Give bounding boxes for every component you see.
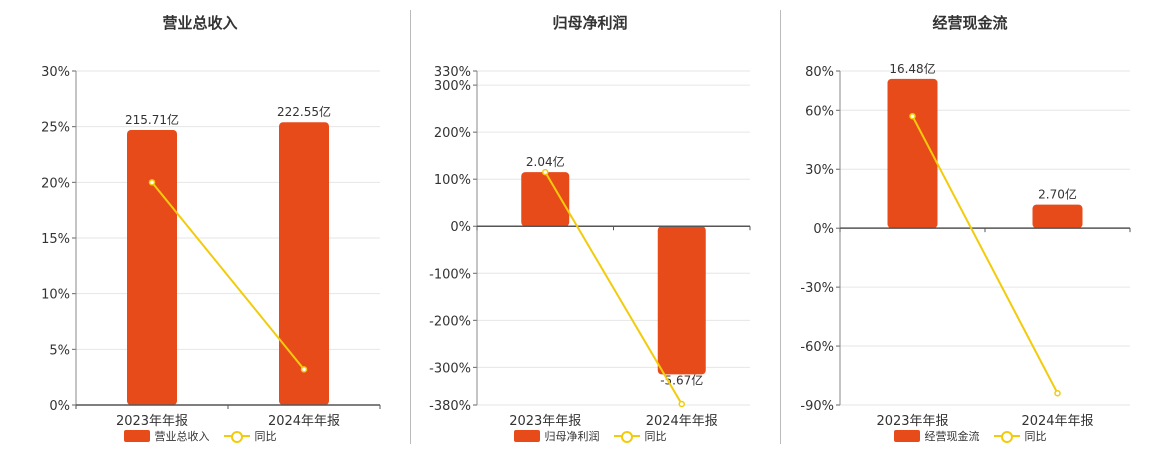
legend-bar-swatch[interactable] — [893, 430, 920, 442]
chart-title: 营业总收入 — [162, 14, 238, 32]
chart-legend: 归母净利润 同比 — [400, 428, 780, 444]
y-tick-label: 30% — [805, 163, 834, 178]
yoy-point — [1054, 389, 1061, 397]
x-tick-label: 2023年年报 — [116, 414, 188, 429]
legend-line-swatch[interactable] — [993, 430, 1020, 443]
chart-title: 归母净利润 — [552, 14, 628, 32]
y-tick-label: 80% — [805, 65, 834, 80]
legend-line-label[interactable]: 同比 — [254, 430, 277, 443]
panel-divider — [410, 10, 411, 444]
chart-legend: 营业总收入 同比 — [0, 428, 400, 444]
y-tick-label: 15% — [41, 232, 70, 247]
legend-line-swatch[interactable] — [223, 430, 250, 443]
yoy-line — [544, 171, 683, 405]
y-tick-label: 60% — [805, 104, 834, 119]
chart-legend: 经营现金流 同比 — [780, 428, 1160, 444]
yoy-point — [678, 400, 685, 408]
legend-bar-label[interactable]: 营业总收入 — [154, 430, 210, 443]
legend-bar-swatch[interactable] — [123, 430, 150, 442]
cash-flow-chart-panel: 经营现金流 80% 60% 30% 0% -30% -60% -90% 16.48亿 2.70亿… — [780, 0, 1160, 450]
y-tick-label: -60% — [800, 340, 834, 355]
yoy-point — [148, 179, 156, 186]
bar-value-label: 2.04亿 — [526, 154, 565, 169]
bar-value-label: 215.71亿 — [125, 112, 179, 127]
x-tick-label: 2024年年报 — [268, 414, 340, 429]
x-tick-label: 2023年年报 — [509, 414, 581, 429]
y-tick-label: 330% — [434, 65, 471, 80]
x-tick-label: 2024年年报 — [646, 414, 718, 429]
y-tick-label: -30% — [800, 281, 834, 296]
legend-line-label[interactable]: 同比 — [1024, 430, 1047, 443]
bar — [279, 122, 329, 406]
bar — [1032, 204, 1083, 229]
revenue-chart: 30% 25% 20% 15% 10% 5% 0% 215.71亿 222.55亿 2023年年报… — [41, 65, 381, 429]
legend-line-swatch[interactable] — [613, 430, 640, 443]
y-tick-label: 0% — [49, 399, 70, 414]
bar-value-label: 2.70亿 — [1038, 187, 1077, 202]
yoy-line — [151, 181, 305, 371]
bar-value-label: -5.67亿 — [660, 372, 703, 387]
legend-line-label[interactable]: 同比 — [644, 430, 667, 443]
panel-divider — [780, 10, 781, 444]
y-tick-label: 25% — [41, 121, 70, 136]
legend-bar-label[interactable]: 归母净利润 — [544, 430, 600, 443]
y-tick-label: -90% — [800, 399, 834, 414]
cash-flow-chart: 80% 60% 30% 0% -30% -60% -90% 16.48亿 2.70亿 2023年年… — [800, 61, 1131, 429]
y-tick-label: 0% — [450, 220, 471, 235]
y-tick-label: 10% — [41, 288, 70, 303]
net-profit-chart-panel: 归母净利润 330% 300% 200% 100% 0% -100% -200% -300% -… — [400, 0, 780, 450]
chart-title: 经营现金流 — [932, 14, 1008, 32]
yoy-point — [542, 168, 549, 176]
bar-value-label: 16.48亿 — [889, 61, 935, 76]
y-tick-label: 0% — [813, 222, 834, 237]
bar — [127, 130, 177, 406]
y-tick-label: 20% — [41, 176, 70, 191]
x-tick-label: 2023年年报 — [876, 414, 948, 429]
y-tick-label: 5% — [49, 343, 70, 358]
legend-bar-swatch[interactable] — [513, 430, 540, 442]
y-tick-label: -200% — [429, 314, 471, 329]
y-tick-label: 30% — [41, 65, 70, 80]
bar — [521, 172, 570, 227]
y-tick-label: 200% — [434, 126, 471, 141]
bar — [657, 226, 706, 375]
bar-value-label: 222.55亿 — [277, 104, 331, 119]
bar — [887, 78, 938, 229]
y-tick-label: -380% — [429, 399, 471, 414]
legend-bar-label[interactable]: 经营现金流 — [924, 430, 980, 443]
yoy-line — [911, 115, 1059, 394]
y-tick-label: 100% — [434, 173, 471, 188]
y-tick-label: -300% — [429, 361, 471, 376]
y-tick-label: -100% — [429, 267, 471, 282]
yoy-point — [300, 366, 308, 373]
yoy-point — [909, 112, 916, 120]
net-profit-chart: 330%300% 200% 100% 0% -100% -200% -300% -380% 2.… — [429, 65, 751, 429]
x-tick-label: 2024年年报 — [1021, 414, 1093, 429]
revenue-chart-panel: 营业总收入 30% 25% 20% 15% 10% 5% 0% 215.71亿 222.55亿 2… — [0, 0, 400, 450]
y-tick-label: 300% — [434, 79, 471, 94]
